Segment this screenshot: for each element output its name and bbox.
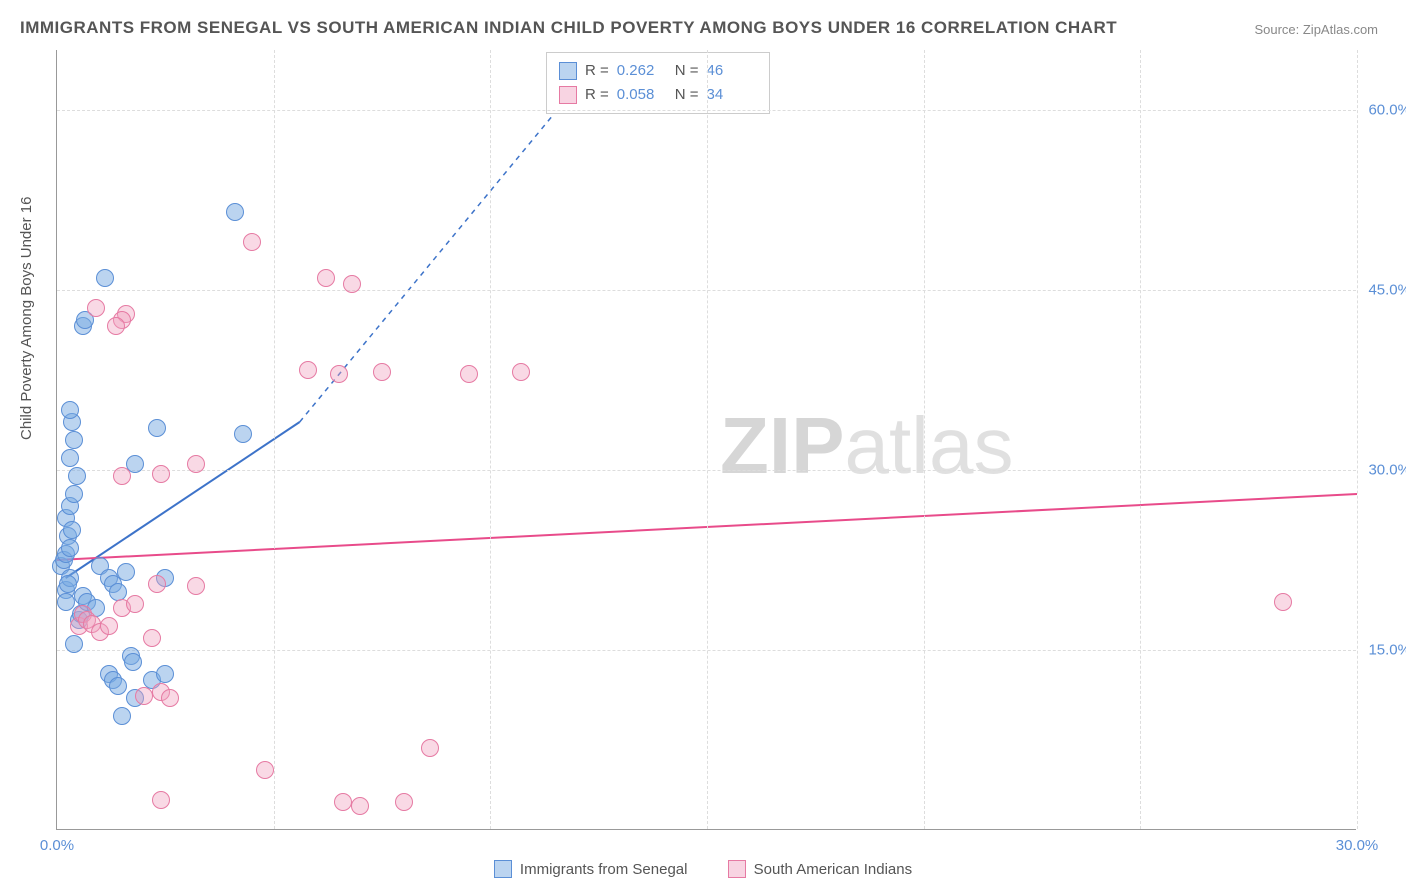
gridline-v bbox=[1140, 50, 1141, 829]
y-axis-label: Child Poverty Among Boys Under 16 bbox=[18, 197, 35, 440]
legend-label-1: Immigrants from Senegal bbox=[520, 861, 688, 878]
data-point bbox=[299, 361, 317, 379]
stats-row-series2: R = 0.058 N = 34 bbox=[559, 83, 757, 107]
swatch-blue-icon bbox=[559, 62, 577, 80]
data-point bbox=[61, 449, 79, 467]
data-point bbox=[148, 419, 166, 437]
data-point bbox=[100, 617, 118, 635]
data-point bbox=[65, 431, 83, 449]
data-point bbox=[59, 575, 77, 593]
x-tick-label: 0.0% bbox=[40, 837, 74, 854]
data-point bbox=[395, 793, 413, 811]
r-label: R = bbox=[585, 59, 609, 83]
r-value-2: 0.058 bbox=[617, 83, 667, 107]
data-point bbox=[87, 299, 105, 317]
legend-label-2: South American Indians bbox=[754, 861, 912, 878]
n-label: N = bbox=[675, 59, 699, 83]
data-point bbox=[334, 793, 352, 811]
data-point bbox=[512, 363, 530, 381]
data-point bbox=[330, 365, 348, 383]
y-tick-label: 60.0% bbox=[1368, 102, 1406, 119]
gridline-v bbox=[274, 50, 275, 829]
r-value-1: 0.262 bbox=[617, 59, 667, 83]
data-point bbox=[373, 363, 391, 381]
swatch-blue-icon bbox=[494, 860, 512, 878]
data-point bbox=[256, 761, 274, 779]
scatter-chart: R = 0.262 N = 46 R = 0.058 N = 34 15.0%3… bbox=[56, 50, 1356, 830]
data-point bbox=[63, 521, 81, 539]
x-tick-label: 30.0% bbox=[1336, 837, 1379, 854]
n-label: N = bbox=[675, 83, 699, 107]
data-point bbox=[243, 233, 261, 251]
legend-item-2: South American Indians bbox=[728, 860, 912, 878]
n-value-1: 46 bbox=[707, 59, 757, 83]
y-tick-label: 15.0% bbox=[1368, 642, 1406, 659]
data-point bbox=[421, 739, 439, 757]
data-point bbox=[1274, 593, 1292, 611]
data-point bbox=[61, 401, 79, 419]
data-point bbox=[126, 595, 144, 613]
data-point bbox=[161, 689, 179, 707]
data-point bbox=[109, 677, 127, 695]
r-label: R = bbox=[585, 83, 609, 107]
data-point bbox=[113, 467, 131, 485]
gridline-v bbox=[924, 50, 925, 829]
data-point bbox=[57, 593, 75, 611]
gridline-v bbox=[707, 50, 708, 829]
data-point bbox=[68, 467, 86, 485]
data-point bbox=[113, 707, 131, 725]
data-point bbox=[226, 203, 244, 221]
y-tick-label: 45.0% bbox=[1368, 282, 1406, 299]
data-point bbox=[187, 455, 205, 473]
data-point bbox=[143, 629, 161, 647]
data-point bbox=[152, 791, 170, 809]
stats-row-series1: R = 0.262 N = 46 bbox=[559, 59, 757, 83]
data-point bbox=[65, 635, 83, 653]
data-point bbox=[124, 653, 142, 671]
gridline-v bbox=[1357, 50, 1358, 829]
data-point bbox=[351, 797, 369, 815]
source-label: Source: ZipAtlas.com bbox=[1254, 22, 1378, 37]
data-point bbox=[148, 575, 166, 593]
data-point bbox=[156, 665, 174, 683]
data-point bbox=[187, 577, 205, 595]
data-point bbox=[460, 365, 478, 383]
data-point bbox=[117, 563, 135, 581]
chart-title: IMMIGRANTS FROM SENEGAL VS SOUTH AMERICA… bbox=[20, 18, 1117, 38]
data-point bbox=[107, 317, 125, 335]
data-point bbox=[65, 485, 83, 503]
n-value-2: 34 bbox=[707, 83, 757, 107]
data-point bbox=[343, 275, 361, 293]
y-tick-label: 30.0% bbox=[1368, 462, 1406, 479]
data-point bbox=[135, 687, 153, 705]
correlation-stats-box: R = 0.262 N = 46 R = 0.058 N = 34 bbox=[546, 52, 770, 114]
swatch-pink-icon bbox=[559, 86, 577, 104]
legend-item-1: Immigrants from Senegal bbox=[494, 860, 688, 878]
data-point bbox=[234, 425, 252, 443]
data-point bbox=[96, 269, 114, 287]
data-point bbox=[152, 465, 170, 483]
swatch-pink-icon bbox=[728, 860, 746, 878]
data-point bbox=[61, 539, 79, 557]
data-point bbox=[317, 269, 335, 287]
gridline-v bbox=[490, 50, 491, 829]
series-legend: Immigrants from Senegal South American I… bbox=[0, 860, 1406, 882]
